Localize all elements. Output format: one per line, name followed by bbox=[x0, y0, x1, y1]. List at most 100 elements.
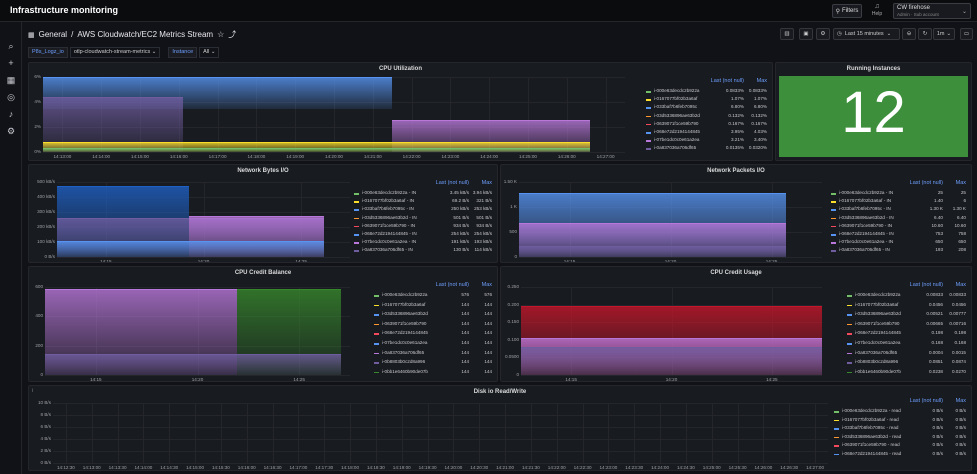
tv-mode-button[interactable]: ▭ bbox=[960, 28, 973, 40]
share-icon[interactable]: ⤴ bbox=[228, 30, 237, 39]
legend-item[interactable]: i-0a837036a706df65 - IN 130 B/s 114 kB/s bbox=[354, 247, 494, 254]
legend-item[interactable]: i-0bb1e6460b90de07b 144 144 bbox=[374, 369, 494, 376]
plot-area[interactable]: 1.50 K 1 K 500 0 14:15 14:20 14:25 bbox=[504, 179, 822, 262]
legend-item[interactable]: i-07be1dc0c0e61a2ea - IN 650 650 bbox=[831, 239, 968, 246]
legend-item[interactable]: i-03d5336896ae63b2d - read 0 B/s 0 B/s bbox=[834, 434, 968, 441]
legend-item[interactable]: i-000e63decdc2b922a 0.00833 0.00833 bbox=[847, 292, 968, 299]
refresh-button[interactable]: ↻ bbox=[918, 28, 932, 40]
gear-icon[interactable]: ⚙ bbox=[6, 126, 16, 136]
legend-item[interactable]: i-068e72d2194144845 - IN 753 758 bbox=[831, 231, 968, 238]
save-button[interactable]: ▣ bbox=[799, 28, 813, 40]
legend-item[interactable]: i-0167077bf02b3a6af 1.07% 1.07% bbox=[646, 96, 769, 103]
legend-item[interactable]: i-068e72d2194144845 0.198 0.198 bbox=[847, 330, 968, 337]
plot-area[interactable]: 500 kB/s 400 kB/s 300 kB/s 200 kB/s 100 kB/s… bbox=[37, 179, 350, 262]
legend-header-last[interactable]: Last (not null) bbox=[909, 398, 943, 404]
help-button[interactable]: ♫ Help bbox=[868, 3, 886, 17]
panel-network-packets[interactable]: Network Packets I/O 1.50 K 1 K 500 0 14:15 14… bbox=[500, 164, 972, 263]
legend-item[interactable]: i-0bb1e6460b90de07b 0.0238 0.0270 bbox=[847, 369, 968, 376]
legend-item[interactable]: i-0a837036a706df65 0.0135% 0.0320% bbox=[646, 145, 769, 152]
legend-header-max[interactable]: Max bbox=[756, 78, 767, 84]
star-icon[interactable]: ☆ bbox=[217, 30, 225, 39]
legend-item[interactable]: i-068e72d2194144845 - IN 254 kB/s 254 kB/s bbox=[354, 231, 494, 238]
explore-icon[interactable]: ◎ bbox=[7, 92, 15, 102]
plot-area[interactable]: 10 B/s 8 B/s 6 B/s 4 B/s 2 B/s 0 B/s 14:12:30 1… bbox=[38, 400, 828, 470]
legend-item[interactable]: i-0639071f1ce59b790 0.167% 0.167% bbox=[646, 121, 769, 128]
legend-item[interactable]: i-0b8803b0c2d8a996 144 144 bbox=[374, 359, 494, 366]
legend-item[interactable]: i-07be1dc0c0e61a2ea 0.168 0.168 bbox=[847, 340, 968, 347]
legend-item[interactable]: i-0639071f1ce59b790 - read 0 B/s 0 B/s bbox=[834, 442, 968, 449]
legend-header-last[interactable]: Last (not null) bbox=[909, 180, 943, 186]
legend-item[interactable]: i-0639071f1ce59b790 - IN 10.60 10.60 bbox=[831, 223, 968, 230]
legend-item[interactable]: i-0a837036a706df65 - IN 193 208 bbox=[831, 247, 968, 254]
plot-area[interactable]: 0.250 0.200 0.150 0.100 0.0500 0 14:15 14:20 14:… bbox=[505, 284, 822, 381]
legend-item[interactable]: i-03d5336896ae63b2d 0.132% 0.132% bbox=[646, 113, 769, 120]
legend-item[interactable]: i-033baf7b6feb7095c - read 0 B/s 0 B/s bbox=[834, 425, 968, 432]
legend-item[interactable]: i-000e63decdc2b922a 576 576 bbox=[374, 292, 494, 299]
zoom-out-button[interactable]: ⊖ bbox=[902, 28, 916, 40]
legend-item[interactable]: i-000e63decdc2b922a 0.0833% 0.0833% bbox=[646, 88, 769, 95]
time-picker[interactable]: ◷ Last 15 minutes ⌄ bbox=[833, 28, 900, 40]
legend-item[interactable]: i-0639071f1ce59b790 0.00665 0.00716 bbox=[847, 321, 968, 328]
collapse-icon[interactable]: i bbox=[32, 388, 34, 394]
legend-header-max[interactable]: Max bbox=[955, 180, 966, 186]
alert-bell-icon[interactable]: ♪ bbox=[8, 109, 14, 119]
legend-item[interactable]: i-0167077bf02b3a6af 144 144 bbox=[374, 302, 494, 309]
settings-button[interactable]: ⚙ bbox=[816, 28, 830, 40]
panel-cpu-credit-usage[interactable]: CPU Credit Usage 0.250 0.200 0.150 0.100 0.0… bbox=[500, 266, 972, 382]
search-icon[interactable]: ⌕ bbox=[8, 41, 14, 51]
legend-header-max[interactable]: Max bbox=[481, 282, 492, 288]
filters-button[interactable]: ⚲ Filters bbox=[832, 4, 862, 18]
legend-item[interactable]: i-03d5336896ae63b2d - IN 6.40 6.40 bbox=[831, 215, 968, 222]
panel-network-bytes[interactable]: Network Bytes I/O 500 kB/s 400 kB/s 300 kB… bbox=[28, 164, 498, 263]
legend-item[interactable]: i-0a837036a706df65 144 144 bbox=[374, 350, 494, 357]
legend-item[interactable]: i-07be1dc0c0e61a2ea 3.21% 3.40% bbox=[646, 137, 769, 144]
legend-item[interactable]: i-07be1dc0c0e61a2ea - IN 191 kB/s 193 kB/s bbox=[354, 239, 494, 246]
legend-item[interactable]: i-033baf7b6feb7095c - IN 250 kB/s 253 kB/s bbox=[354, 206, 494, 213]
x-tick-label: 14:15 bbox=[100, 259, 112, 263]
legend-header-max[interactable]: Max bbox=[955, 398, 966, 404]
legend-item[interactable]: i-033baf7b6feb7095c - IN 1.30 K 1.30 K bbox=[831, 206, 968, 213]
legend-item[interactable]: i-000e63decdc2b922a - read 0 B/s 0 B/s bbox=[834, 408, 968, 415]
plus-icon[interactable]: + bbox=[8, 58, 14, 68]
legend-item[interactable]: i-0639071f1ce59b790 144 144 bbox=[374, 321, 494, 328]
plot-area[interactable]: 600 400 200 0 14:15 14:20 14:25 bbox=[35, 284, 350, 381]
account-switcher[interactable]: CW firehose Admin · Sub account ⌄ bbox=[893, 3, 971, 19]
panel-running-instances[interactable]: Running Instances 12 bbox=[775, 62, 972, 161]
legend-header-last[interactable]: Last (not null) bbox=[909, 282, 943, 288]
legend-item[interactable]: i-03d5336896ae63b2d 0.00521 0.00777 bbox=[847, 311, 968, 318]
legend-item[interactable]: i-0a837036a706df65 0.0004 0.0015 bbox=[847, 350, 968, 357]
plot-area[interactable]: 6% 4% 2% 0% 14:13:00 14:14:00 14:15:00 14:16:00… bbox=[34, 74, 625, 159]
legend-item[interactable]: i-000e63decdc2b922a - IN 3.45 kB/s 3.94 kB… bbox=[354, 190, 494, 197]
legend-item[interactable]: i-0639071f1ce59b790 - IN 934 B/s 934 B/s bbox=[354, 223, 494, 230]
panel-cpu-credit-balance[interactable]: CPU Credit Balance 600 400 200 0 14:15 14:20 1… bbox=[28, 266, 498, 382]
legend-header-last[interactable]: Last (not null) bbox=[435, 180, 469, 186]
panel-disk-io[interactable]: Disk io Read/Write i 10 B/s 8 B/s 6 B/s 4 B… bbox=[28, 385, 972, 471]
legend-item[interactable]: i-0167077bf02b3a6af 0.0456 0.0456 bbox=[847, 302, 968, 309]
breadcrumb-dashboard[interactable]: AWS Cloudwatch/EC2 Metrics Stream bbox=[77, 30, 214, 39]
legend-item[interactable]: i-03d5336896ae63b2d - IN 501 B/s 501 B/s bbox=[354, 215, 494, 222]
legend-item[interactable]: i-068e72d2194144845 - read 0 B/s 0 B/s bbox=[834, 451, 968, 458]
panel-cpu-utilization[interactable]: CPU Utilization 6% 4% 2% 0% 14:13:00 14:14:00… bbox=[28, 62, 773, 161]
x-tick-label: 14:23:30 bbox=[625, 465, 644, 470]
add-panel-button[interactable]: ▥ bbox=[780, 28, 794, 40]
legend-item[interactable]: i-0167077bf02b3a6af - IN 69.2 B/s 321 B/s bbox=[354, 198, 494, 205]
legend-item[interactable]: i-07be1dc0c0e61a2ea 144 144 bbox=[374, 340, 494, 347]
legend-item[interactable]: i-03d5336896ae63b2d 144 144 bbox=[374, 311, 494, 318]
legend-header-max[interactable]: Max bbox=[481, 180, 492, 186]
variable-select[interactable]: All ⌄ bbox=[199, 47, 220, 58]
variable-select[interactable]: otlp-cloudwatch-stream-metrics ⌄ bbox=[69, 47, 161, 58]
legend-item[interactable]: i-068e72d2194144845 3.95% 4.03% bbox=[646, 129, 769, 136]
legend-header-last[interactable]: Last (not null) bbox=[435, 282, 469, 288]
legend-item[interactable]: i-0167077bf02b3a6af - IN 1.40 6 bbox=[831, 198, 968, 205]
legend-item[interactable]: i-068e72d2194144845 144 144 bbox=[374, 330, 494, 337]
dashboards-icon[interactable]: ▦ bbox=[6, 75, 16, 85]
legend-item[interactable]: i-0167077bf02b3a6af - read 0 B/s 0 B/s bbox=[834, 417, 968, 424]
refresh-interval-picker[interactable]: 1m ⌄ bbox=[933, 28, 955, 40]
legend-item[interactable]: i-0b8803b0c2d8a996 0.0851 0.0874 bbox=[847, 359, 968, 366]
legend-header-max[interactable]: Max bbox=[955, 282, 966, 288]
gridline-v bbox=[117, 403, 119, 463]
legend-item[interactable]: i-000e63decdc2b922a - IN 25 25 bbox=[831, 190, 968, 197]
legend-item[interactable]: i-033baf7b6feb7095c 6.80% 6.80% bbox=[646, 104, 769, 111]
legend-header-last[interactable]: Last (not null) bbox=[710, 78, 744, 84]
breadcrumb-folder[interactable]: General bbox=[38, 30, 68, 39]
